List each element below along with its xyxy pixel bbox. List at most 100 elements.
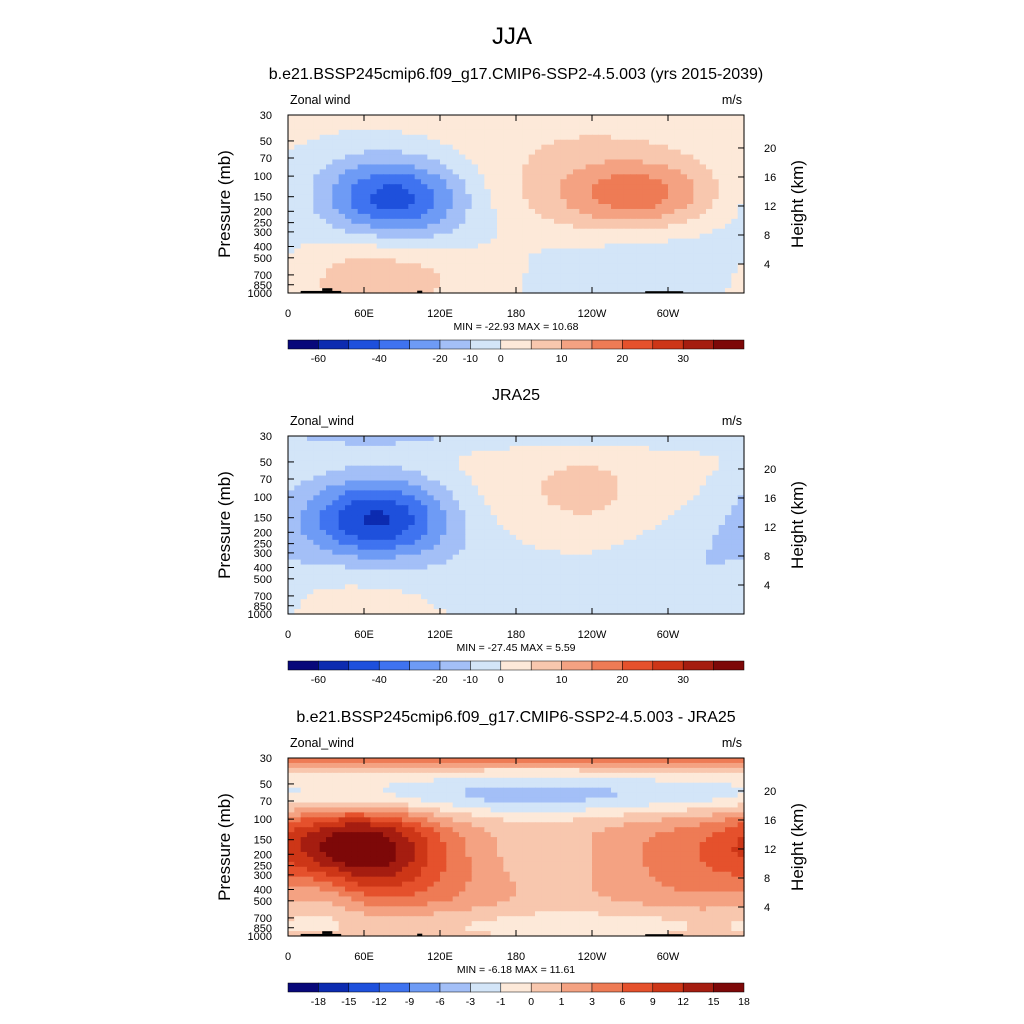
field-cell	[465, 436, 473, 442]
field-cell	[598, 159, 606, 166]
terrain-block	[417, 290, 423, 293]
field-cell	[490, 465, 498, 472]
field-cell	[446, 505, 454, 511]
field-cell	[421, 149, 428, 156]
field-cell	[490, 505, 498, 511]
field-cell	[376, 574, 384, 580]
field-cell	[402, 460, 409, 467]
field-cell	[699, 258, 707, 264]
field-cell	[604, 549, 612, 556]
field-cell	[661, 189, 669, 195]
field-cell	[693, 500, 701, 506]
field-cell	[427, 520, 435, 526]
field-cell	[731, 213, 739, 220]
field-cell	[693, 490, 701, 496]
field-cell	[452, 440, 460, 447]
field-cell	[452, 544, 460, 551]
field-cell	[636, 450, 644, 457]
field-cell	[414, 273, 422, 279]
field-cell	[389, 490, 397, 496]
field-cell	[731, 470, 739, 477]
field-cell	[630, 445, 637, 452]
field-cell	[389, 253, 397, 259]
field-cell	[535, 460, 542, 467]
field-cell	[737, 450, 745, 457]
field-cell	[471, 455, 479, 462]
field-cell	[389, 480, 397, 487]
field-cell	[617, 154, 625, 161]
field-cell	[478, 525, 485, 531]
field-cell	[503, 263, 511, 269]
field-cell	[630, 529, 637, 536]
field-cell	[433, 465, 441, 472]
field-cell	[630, 480, 637, 487]
field-cell	[338, 480, 346, 487]
field-cell	[687, 218, 694, 225]
field-cell	[693, 134, 701, 141]
field-cell	[478, 124, 485, 131]
field-cell	[611, 460, 618, 467]
field-cell	[357, 159, 365, 166]
field-cell	[668, 238, 675, 245]
field-cell	[300, 283, 308, 289]
field-cell	[731, 564, 739, 571]
field-cell	[535, 515, 542, 521]
field-cell	[465, 505, 473, 511]
field-cell	[560, 500, 568, 506]
field-cell	[452, 534, 460, 541]
field-cell	[503, 169, 511, 175]
field-cell	[560, 584, 568, 590]
field-cell	[288, 169, 295, 175]
field-cell	[585, 529, 593, 536]
field-cell	[503, 490, 511, 496]
field-cell	[307, 204, 314, 210]
min-max-stats: MIN = -22.93 MAX = 10.68	[454, 321, 579, 333]
field-cell	[623, 534, 631, 541]
field-cell	[547, 204, 555, 210]
field-cell	[465, 440, 473, 447]
field-cell	[642, 154, 650, 161]
field-cell	[655, 579, 663, 585]
field-cell	[433, 134, 441, 141]
field-cell	[617, 174, 625, 180]
field-cell	[288, 534, 295, 541]
field-cell	[687, 470, 694, 477]
field-cell	[668, 525, 675, 531]
field-cell	[528, 445, 536, 452]
field-cell	[490, 174, 498, 180]
field-cell	[522, 549, 530, 556]
field-cell	[560, 544, 568, 551]
field-cell	[421, 268, 428, 274]
field-cell	[452, 490, 460, 496]
field-cell	[459, 495, 466, 501]
field-cell	[408, 174, 416, 180]
field-cell	[300, 169, 308, 175]
field-cell	[522, 490, 530, 496]
field-cell	[731, 278, 739, 284]
field-cell	[649, 129, 656, 136]
field-cell	[414, 554, 422, 561]
field-cell	[725, 189, 732, 195]
field-cell	[528, 544, 536, 551]
field-cell	[554, 584, 561, 590]
field-cell	[300, 495, 308, 501]
field-cell	[402, 199, 409, 205]
field-cell	[307, 268, 314, 274]
field-cell	[440, 470, 447, 477]
field-cell	[300, 436, 308, 442]
pressure-tick-label: 50	[260, 136, 272, 148]
field-cell	[509, 253, 517, 259]
field-cell	[655, 515, 663, 521]
field-cell	[560, 208, 568, 215]
field-cell	[516, 184, 523, 190]
field-cell	[421, 253, 428, 259]
field-cell	[541, 273, 549, 279]
field-cell	[528, 263, 536, 269]
field-cell	[490, 248, 498, 255]
field-cell	[465, 223, 473, 230]
field-cell	[516, 159, 523, 166]
field-cell	[383, 208, 390, 215]
field-cell	[535, 485, 542, 491]
field-cell	[338, 450, 346, 457]
field-cell	[566, 436, 574, 442]
